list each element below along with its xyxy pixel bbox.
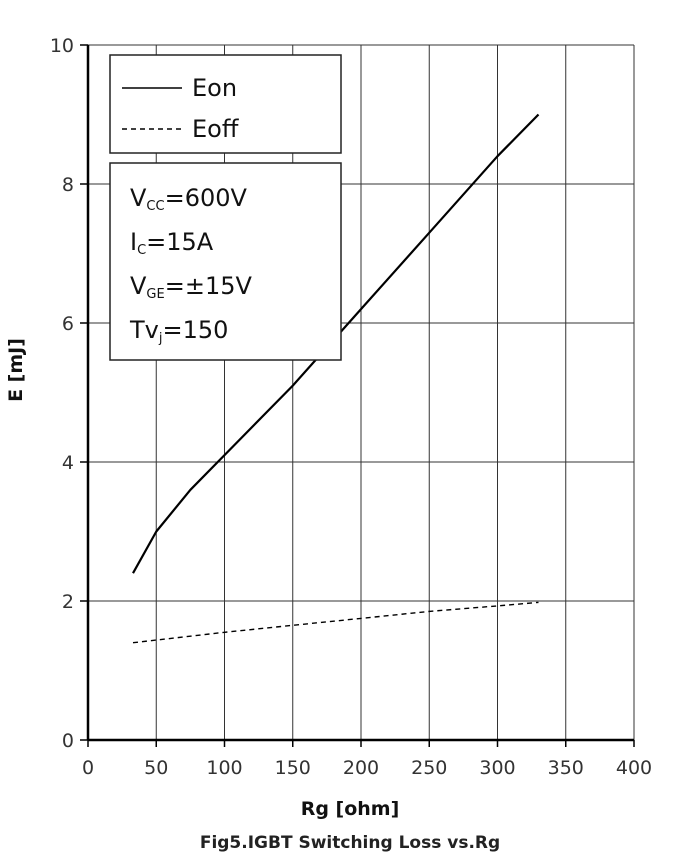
x-tick-label: 350 bbox=[548, 757, 584, 779]
condition-tvj: Tvj=150 bbox=[129, 316, 228, 346]
y-axis-label: E [mJ] bbox=[5, 338, 27, 402]
x-tick-label: 250 bbox=[411, 757, 447, 779]
y-axis-ticks: 0 2 4 6 8 10 bbox=[50, 35, 88, 752]
x-tick-label: 150 bbox=[275, 757, 311, 779]
legend-box bbox=[109, 54, 342, 154]
conditions-frame bbox=[109, 162, 342, 361]
series-layer bbox=[132, 113, 540, 644]
x-axis-label: Rg [ohm] bbox=[301, 798, 400, 820]
x-tick-label: 100 bbox=[206, 757, 242, 779]
legend-label-eoff: Eoff bbox=[192, 115, 239, 143]
x-tick-label: 0 bbox=[82, 757, 94, 779]
y-tick-label: 8 bbox=[62, 174, 74, 196]
y-tick-label: 6 bbox=[62, 313, 74, 335]
conditions-box: VCC=600V IC=15A VGE=±15V Tvj=150 bbox=[109, 162, 342, 361]
legend-label-eon: Eon bbox=[192, 74, 237, 102]
condition-vcc: VCC=600V bbox=[130, 184, 247, 214]
grid bbox=[86, 44, 635, 742]
x-tick-label: 400 bbox=[616, 757, 652, 779]
chart-caption: Fig5.IGBT Switching Loss vs.Rg bbox=[200, 833, 500, 853]
series-line-eoff bbox=[132, 601, 539, 644]
y-tick-label: 4 bbox=[62, 452, 74, 474]
y-tick-label: 2 bbox=[62, 591, 74, 613]
x-tick-label: 200 bbox=[343, 757, 379, 779]
y-tick-label: 0 bbox=[62, 730, 74, 752]
y-tick-label: 10 bbox=[50, 35, 74, 57]
condition-vge: VGE=±15V bbox=[130, 272, 252, 302]
series-line-eon bbox=[132, 113, 540, 574]
x-tick-label: 50 bbox=[144, 757, 168, 779]
x-tick-label: 300 bbox=[479, 757, 515, 779]
legend: Eon Eoff bbox=[109, 54, 342, 154]
condition-ic: IC=15A bbox=[130, 228, 214, 258]
x-axis-ticks: 0 50 100 150 200 250 300 350 400 bbox=[82, 740, 652, 779]
